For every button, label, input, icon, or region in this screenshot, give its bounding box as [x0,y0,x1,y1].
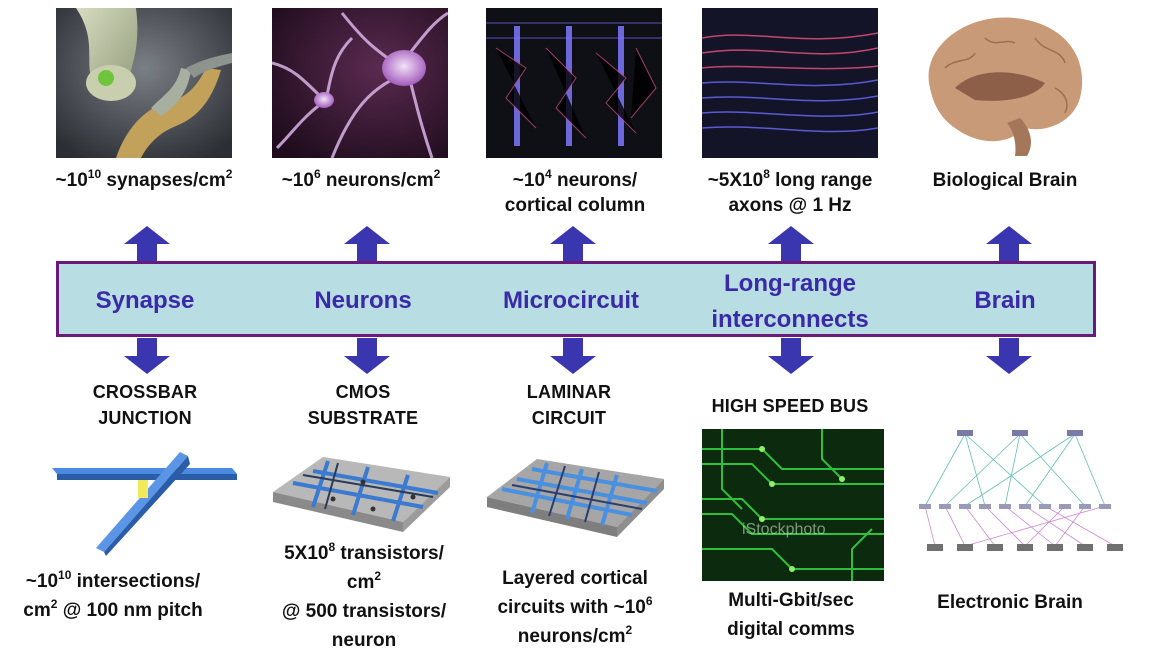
band-label-long-range: Long-range [724,270,856,297]
neuron-density-caption: ~106 neurons/cm2 [281,166,441,191]
up-arrow-icon [986,226,1032,262]
band-label-brain: Brain [974,287,1036,314]
high-speed-bus-image: iStockphoto [702,429,884,581]
up-arrow-icon [768,226,814,262]
down-arrow-icon [344,338,390,374]
up-arrow-icon [550,226,596,262]
long-range-axons-image [702,8,878,158]
laminar-circuit-image [487,459,664,537]
watermark-text: iStockphoto [742,521,826,538]
up-arrow-icon [344,226,390,262]
cmos-substrate-title: CMOS SUBSTRATE [307,382,419,428]
band-label-interconnects: interconnects [711,306,869,333]
synapse-density-caption: ~1010 synapses/cm2 [55,166,233,191]
electronic-brain-image [905,426,1145,571]
electronic-brain-caption: Electronic Brain [937,592,1083,613]
crossbar-density-caption: ~1010 intersections/ cm2 @ 100 nm pitch [23,567,203,621]
cmos-substrate-image [273,457,450,532]
hierarchy-band [56,261,1096,337]
synapse-image [56,8,232,158]
cortical-column-image [486,8,662,158]
neurons-image [272,8,448,158]
crossbar-junction-title: CROSSBAR JUNCTION [92,382,198,428]
long-range-axons-caption: ~5X108 long range axons @ 1 Hz [707,166,873,216]
down-arrow-icon [986,338,1032,374]
laminar-density-caption: Layered cortical circuits with ~106 neur… [497,568,653,647]
band-label-synapse: Synapse [95,287,195,314]
band-label-neurons: Neurons [314,287,412,314]
down-arrow-icon [550,338,596,374]
biological-brain-caption: Biological Brain [932,170,1078,191]
high-speed-bus-title: HIGH SPEED BUS [711,396,869,416]
cmos-density-caption: 5X108 transistors/ cm2 @ 500 transistors… [281,539,447,651]
column-neurons-caption: ~104 neurons/ cortical column [504,166,646,216]
up-arrow-icon [124,226,170,262]
down-arrow-icon [768,338,814,374]
band-label-microcircuit: Microcircuit [502,287,640,314]
crossbar-junction-image [52,452,237,556]
laminar-circuit-title: LAMINAR CIRCUIT [526,382,612,428]
down-arrow-icon [124,338,170,374]
bus-speed-caption: Multi-Gbit/sec digital comms [727,590,855,640]
biological-brain-image [915,8,1091,158]
